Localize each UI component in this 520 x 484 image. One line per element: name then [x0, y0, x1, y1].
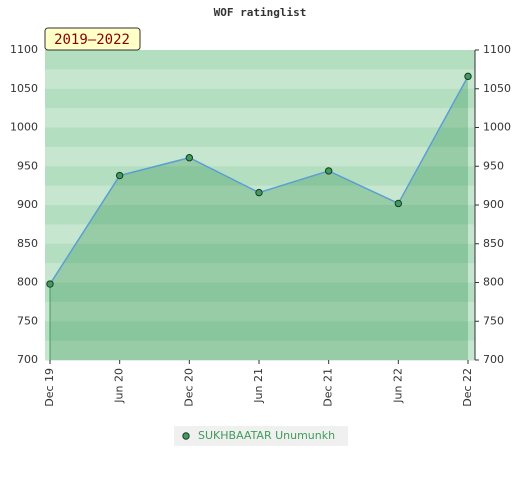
- y-tick-label: 950: [17, 159, 38, 172]
- stripe: [45, 146, 475, 167]
- stripe: [45, 69, 475, 90]
- x-tick-label: Dec 19: [43, 368, 56, 407]
- stripe: [45, 321, 475, 342]
- stripe: [45, 301, 475, 322]
- y-tick-label: 750: [17, 314, 38, 327]
- point: [46, 280, 54, 288]
- area: [50, 76, 468, 360]
- stripe: [45, 243, 475, 264]
- stripe: [45, 282, 475, 303]
- x-tick-label: Dec 22: [461, 368, 474, 407]
- point: [255, 188, 263, 197]
- y2-tick-label: 750: [483, 314, 504, 327]
- y2-tick-label: 850: [483, 237, 504, 250]
- x-tick-label: Jun 22: [391, 368, 404, 404]
- y2-tick-label: 950: [483, 159, 504, 172]
- y2-tick-label: 800: [483, 276, 504, 289]
- y2-tick-label: 1000: [483, 121, 511, 134]
- legend-marker: [182, 432, 190, 440]
- y-tick-label: 1000: [10, 121, 38, 134]
- stripe: [45, 166, 475, 187]
- point: [464, 72, 472, 81]
- point: [394, 199, 403, 208]
- stripe: [45, 50, 475, 70]
- plot-background: [45, 50, 475, 361]
- point: [115, 171, 124, 180]
- legend-box: [174, 426, 348, 446]
- chart-title: WOF ratinglist: [214, 6, 307, 19]
- legend-label: SUKHBAATAR Unumunkh: [198, 429, 335, 442]
- stripe: [45, 205, 475, 225]
- point: [185, 154, 194, 162]
- y-tick-label: 900: [17, 198, 38, 211]
- stripe: [45, 224, 475, 245]
- stripe: [45, 263, 475, 283]
- stripe: [45, 127, 475, 148]
- y2-tick-label: 900: [483, 198, 504, 211]
- annotation-box: [44, 27, 141, 51]
- x-tick-label: Dec 20: [182, 368, 195, 407]
- y-tick-label: 700: [17, 353, 38, 366]
- y-tick-label: 800: [17, 276, 38, 289]
- stripe: [45, 340, 475, 361]
- stripe: [45, 88, 475, 109]
- x-tick-label: Jun 20: [113, 368, 126, 404]
- stripe: [45, 108, 475, 128]
- x-tick-label: Jun 21: [252, 368, 265, 404]
- annotation: 2019–2022: [54, 32, 130, 48]
- y-tick-label: 1100: [10, 43, 38, 56]
- y2-tick-label: 1050: [483, 82, 511, 95]
- y2-tick-label: 1100: [483, 43, 511, 56]
- y2-tick-label: 700: [483, 353, 504, 366]
- x-tick-label: Dec 21: [322, 368, 335, 407]
- y-tick-label: 1050: [10, 82, 38, 95]
- y-tick-label: 850: [17, 237, 38, 250]
- point: [324, 167, 333, 175]
